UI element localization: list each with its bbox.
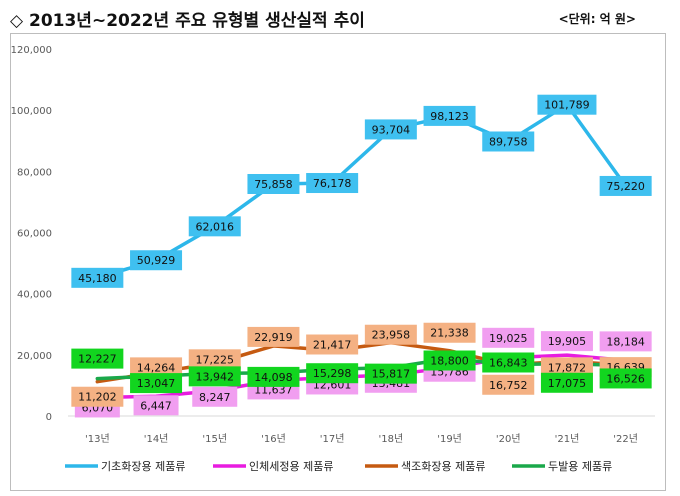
data-label-box [192,386,238,407]
data-label: 62,016 [196,220,235,233]
data-label-box [306,173,359,194]
series-line-4 [95,356,628,381]
data-label-box [482,327,535,348]
data-label: 15,298 [313,367,352,380]
data-label-box [364,324,417,345]
data-label-box [540,331,593,352]
y-tick-label: 100,000 [11,106,52,117]
data-label: 17,225 [196,353,235,366]
legend-label: 인체세정용 제품류 [249,460,333,473]
data-label: 75,220 [606,180,645,193]
series-line-2 [95,353,628,400]
data-label: 17,872 [548,361,587,374]
data-label: 18,184 [606,335,645,348]
data-label-box [599,175,652,196]
data-label: 14,098 [254,371,293,384]
data-label: 12,227 [78,353,117,366]
y-tick-label: 20,000 [17,351,52,362]
data-label-box [130,250,183,271]
data-label-box [482,374,535,395]
data-label-box [306,363,359,384]
data-label: 16,526 [606,372,645,385]
data-label-box [364,119,417,140]
data-label: 22,919 [254,331,293,344]
data-label: 19,025 [489,332,528,345]
chart-title: ◇ 2013년~2022년 주요 유형별 생산실적 추이 [10,11,365,31]
data-label-box [130,373,183,394]
data-label-box [247,174,300,195]
data-label-box [540,357,593,378]
data-label: 8,247 [199,391,231,404]
data-label: 18,800 [430,355,469,368]
x-tick-label: '13년 [85,433,110,445]
data-label: 14,264 [137,361,176,374]
x-tick-label: '22년 [613,433,638,445]
unit-label: <단위: 억 원> [558,12,636,26]
data-label-box [188,216,241,237]
data-label: 21,338 [430,327,469,340]
data-label: 21,417 [313,338,352,351]
data-label: 16,752 [489,379,528,392]
legend-label: 두발용 제품류 [548,460,612,473]
data-label-box [599,368,652,389]
data-label-box [482,131,535,152]
data-label-box [423,322,476,343]
data-label-box [537,94,597,115]
x-tick-label: '20년 [496,433,521,445]
data-label: 89,758 [489,135,528,148]
data-label: 11,202 [78,391,117,404]
data-label-box [247,366,300,387]
data-label: 19,905 [548,335,587,348]
chart-frame [10,33,666,491]
x-tick-label: '17년 [320,433,345,445]
y-tick-label: 40,000 [17,290,52,301]
data-label: 17,075 [548,377,587,390]
y-tick-label: 120,000 [11,45,52,56]
data-label: 15,817 [372,368,411,381]
data-label-box [599,331,652,352]
x-tick-label: '18년 [379,433,404,445]
y-tick-label: 60,000 [17,229,52,240]
data-label-box [482,352,535,373]
data-label-box [306,334,359,355]
data-label-box [133,395,179,416]
legend-label: 색조화장용 제품류 [401,460,485,473]
data-label-box [130,357,183,378]
data-label: 23,958 [372,329,411,342]
data-label-box [71,348,124,369]
series-line-1 [95,102,628,280]
data-label-box [364,363,417,384]
data-label-box [188,349,241,370]
x-tick-label: '14년 [144,433,169,445]
data-label-box [423,105,476,126]
data-label-box [188,366,241,387]
data-label-box [71,267,124,288]
data-label: 6,447 [140,399,172,412]
data-label: 76,178 [313,177,352,190]
data-label: 98,123 [430,110,469,123]
data-label: 75,858 [254,178,293,191]
data-label: 101,789 [544,99,590,112]
data-label: 13,942 [196,370,235,383]
y-tick-label: 80,000 [17,167,52,178]
x-tick-label: '19년 [437,433,462,445]
x-tick-label: '16년 [261,433,286,445]
data-label: 50,929 [137,254,176,267]
data-label-box [540,372,593,393]
data-label: 16,843 [489,356,528,369]
x-tick-label: '21년 [555,433,580,445]
data-label-box [247,326,300,347]
legend-label: 기초화장용 제품류 [101,460,185,473]
data-label: 93,704 [372,123,411,136]
data-label: 13,047 [137,377,176,390]
data-label-box [71,386,124,407]
x-tick-label: '15년 [202,433,227,445]
data-label-box [423,350,476,371]
y-tick-label: 0 [46,412,52,423]
data-label: 45,180 [78,272,117,285]
